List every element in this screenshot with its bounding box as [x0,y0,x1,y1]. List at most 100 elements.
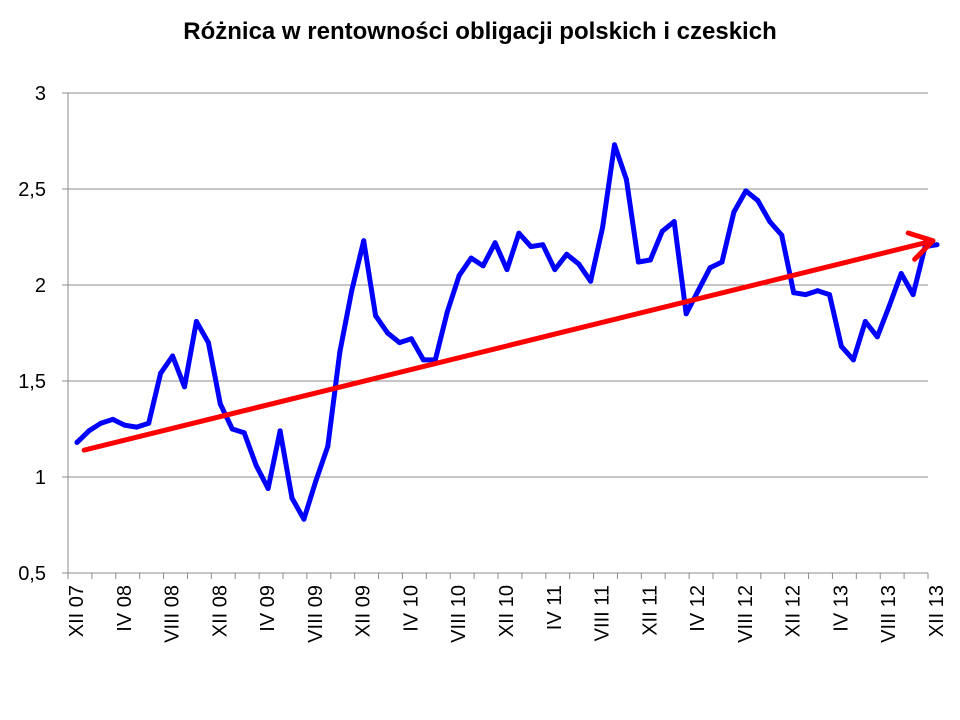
data-point [731,209,737,215]
data-point [444,309,450,315]
axes [67,93,928,574]
data-point [528,244,534,250]
x-tick-label: VIII 13 [878,585,900,643]
data-point [659,228,665,234]
data-point [886,303,892,309]
trend-arrowhead [905,230,936,262]
data-point [719,259,725,265]
data-point [349,288,355,294]
data-point [779,232,785,238]
data-point [86,428,92,434]
trend-layer [81,230,936,453]
chart-title: Różnica w rentowności obligacji polskich… [183,18,777,45]
data-point [265,486,271,491]
x-tick-label: XII 11 [639,585,661,636]
x-tick-label: IV 08 [114,585,136,632]
data-point [695,288,701,294]
x-tick-label: XII 10 [496,585,518,637]
y-axis-ticks: 0,5 1 1,5 2 2,5 3 [18,83,68,585]
y-tick-label: 0,5 [18,563,46,585]
data-point [838,343,844,349]
data-point [74,439,80,445]
data-point [313,478,319,484]
x-tick-label: VIII 11 [592,585,614,641]
data-point [516,230,522,236]
data-point [588,278,594,284]
data-point [98,420,104,426]
data-point [540,242,546,248]
data-point [182,384,187,390]
data-point [707,265,713,271]
x-tick-label: VIII 08 [162,585,184,643]
series-line [74,142,940,522]
data-point [122,422,128,428]
data-point [767,219,773,225]
data-point [600,224,606,230]
data-point [623,176,629,182]
data-point [898,271,904,276]
data-point [229,426,235,432]
data-point [373,313,379,319]
x-tick-label: XII 12 [783,585,805,637]
y-tick-label: 1 [35,467,46,489]
data-point [803,292,809,298]
data-point [552,267,558,273]
data-point [791,290,797,296]
x-tick-label: XII 09 [353,585,375,637]
x-tick-label: IV 09 [257,585,279,632]
x-tick-label: VIII 10 [448,585,470,643]
data-point [385,330,391,336]
data-point [850,357,856,363]
data-point [420,357,426,363]
x-tick-label: IV 11 [544,585,566,630]
data-point [468,255,474,261]
y-tick-label: 2,5 [18,179,46,201]
data-point [146,420,152,426]
data-point [134,424,140,430]
x-tick-label: VIII 09 [305,585,327,643]
x-tick-label: VIII 12 [735,585,757,643]
data-point [504,267,510,273]
data-point [743,188,749,194]
data-point [612,142,617,148]
data-point [325,443,331,449]
data-point [910,292,916,298]
data-point [158,370,164,376]
data-point [241,430,247,436]
data-point [635,259,641,265]
x-tick-label: IV 13 [830,585,852,632]
data-point [564,251,570,257]
data-point [289,495,295,501]
data-point [815,288,821,294]
data-point [862,319,868,324]
data-point [217,401,223,407]
data-point [456,272,462,278]
data-point [647,257,653,263]
data-point [301,516,307,522]
data-point [205,340,211,346]
data-point [683,311,689,317]
y-tick-label: 1,5 [18,371,46,393]
data-point [193,319,199,324]
data-point [408,336,414,342]
data-point [934,242,940,248]
data-point [110,416,116,422]
data-point [397,340,402,346]
series-layer [74,142,940,522]
data-point [337,349,343,355]
data-point [492,240,498,246]
x-tick-label: XII 13 [926,585,948,637]
data-point [827,292,832,298]
gridlines [68,92,928,574]
y-tick-label: 3 [35,83,46,105]
x-tick-label: XII 08 [209,585,231,637]
x-axis-ticks: XII 07 IV 08 VIII 08 XII 08 IV 09 VIII 09 XII … [66,573,948,643]
data-point [277,428,283,434]
data-point [874,334,880,340]
data-point [361,238,367,244]
data-point [170,353,176,359]
x-tick-label: IV 12 [687,585,709,632]
data-point [253,463,259,468]
trend-line [81,239,930,453]
